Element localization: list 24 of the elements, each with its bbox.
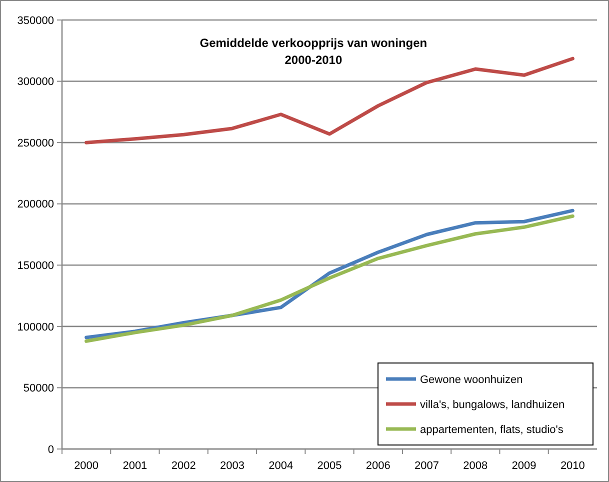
x-tick-label: 2002 — [171, 460, 196, 472]
x-tick-label: 2004 — [268, 460, 294, 472]
y-tick-label: 200000 — [17, 198, 54, 211]
legend-label: Gewone woonhuizen — [420, 374, 523, 386]
x-tick-label: 2003 — [220, 460, 244, 472]
y-tick-label: 250000 — [17, 137, 54, 150]
y-tick-label: 50000 — [23, 382, 54, 395]
legend-label: appartementen, flats, studio's — [420, 424, 564, 436]
y-tick-label: 0 — [48, 444, 54, 456]
x-tick-label: 2000 — [74, 460, 99, 472]
y-tick-label: 350000 — [17, 14, 54, 27]
x-tick-label: 2008 — [463, 460, 488, 472]
text: Gemiddelde verkoopprijs van woningen 2000-2010 — [200, 36, 428, 67]
y-tick-label: 150000 — [17, 260, 54, 272]
legend-label: villa's, bungalows, landhuizen — [420, 398, 565, 411]
x-tick-label: 2005 — [317, 460, 342, 472]
y-tick-label: 100000 — [17, 321, 54, 334]
line-series — [84, 56, 574, 144]
x-tick-label: 2009 — [512, 460, 536, 472]
y-tick-label: 300000 — [17, 76, 54, 88]
x-tick-label: 2006 — [366, 460, 390, 472]
x-tick-label: 2007 — [414, 460, 440, 472]
x-tick-label: 2010 — [560, 460, 585, 472]
x-tick-label: 2001 — [122, 460, 148, 472]
